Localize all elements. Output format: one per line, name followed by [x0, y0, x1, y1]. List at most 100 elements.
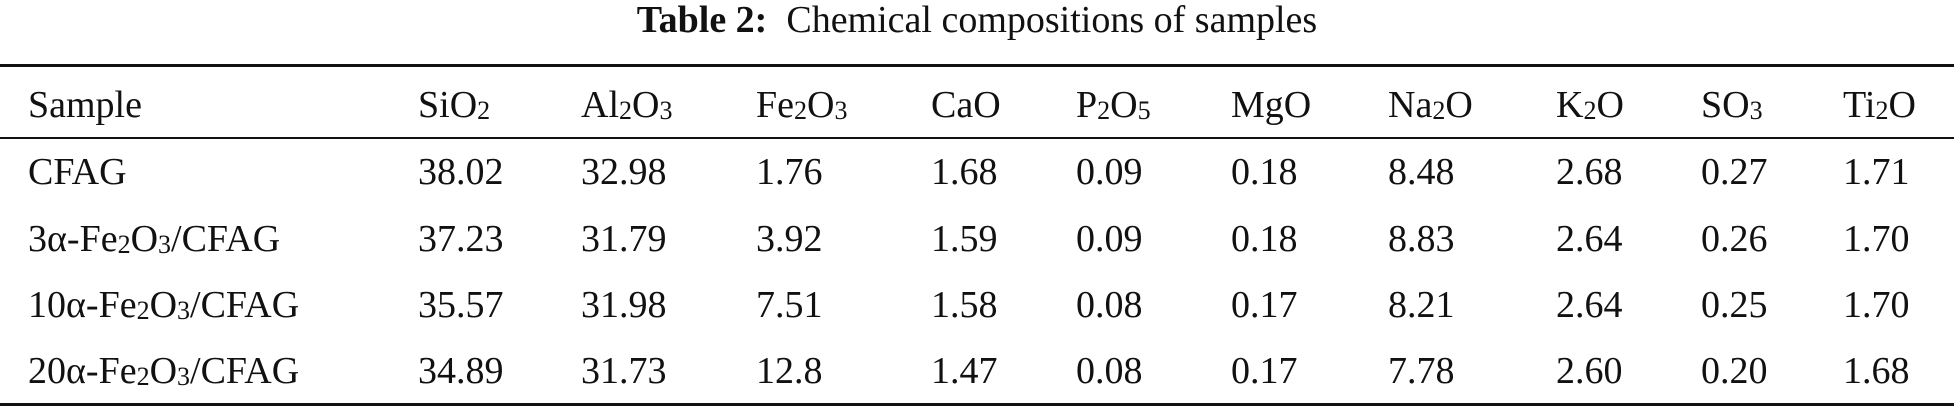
formula-subscript: 5 [1137, 96, 1151, 125]
table-cell: 0.18 [1231, 218, 1298, 260]
column-header: Ti2O [1843, 72, 1916, 138]
formula-subscript: 3 [1749, 96, 1763, 125]
table-cell: 1.47 [931, 350, 998, 392]
table-cell: 7.51 [756, 284, 823, 326]
table-caption-label: Table 2: [636, 0, 768, 41]
formula-text: SO [1701, 84, 1750, 126]
table-cell: 0.17 [1231, 284, 1298, 326]
table-cell: 8.48 [1388, 151, 1455, 193]
formula-text: K [1556, 84, 1584, 126]
table-cell: 1.68 [931, 151, 998, 193]
formula-text: Ti [1843, 84, 1876, 126]
formula-text: O [1110, 84, 1138, 126]
formula-text: /CFAG [171, 218, 281, 260]
column-header: Na2O [1388, 72, 1473, 138]
formula-text: 10α-Fe [28, 284, 137, 326]
formula-subscript: 2 [1432, 96, 1446, 125]
formula-subscript: 2 [136, 362, 150, 391]
table-bottom-rule [0, 403, 1954, 406]
table-cell: 0.09 [1076, 151, 1143, 193]
formula-subscript: 3 [177, 296, 191, 325]
formula-text: O [130, 218, 159, 260]
formula-subscript: 2 [619, 96, 632, 125]
formula-text: CFAG [28, 151, 127, 193]
table-cell: 8.21 [1388, 284, 1455, 326]
table-cell: 1.76 [756, 151, 823, 193]
column-header: P2O5 [1076, 72, 1151, 138]
column-header: SiO2 [418, 72, 490, 138]
formula-text: O [1888, 84, 1916, 126]
formula-text: O [632, 84, 660, 126]
table-cell: 31.98 [581, 284, 667, 326]
formula-text: Fe [756, 84, 794, 126]
formula-subscript: 2 [477, 96, 491, 125]
formula-subscript: 2 [794, 96, 807, 125]
table-cell: 2.64 [1556, 284, 1623, 326]
formula-text: O [1596, 84, 1624, 126]
table-cell: 0.08 [1076, 284, 1143, 326]
table-cell: 32.98 [581, 151, 667, 193]
table-cell: 2.60 [1556, 350, 1623, 392]
formula-text: Sample [28, 84, 142, 126]
column-header: Al2O3 [581, 72, 672, 138]
table-cell: 31.73 [581, 350, 667, 392]
column-header: K2O [1556, 72, 1624, 138]
table-header-row: Sample SiO2 Al2O3 Fe2O3 CaO P2O5 MgO Na2O K2O SO3… [0, 72, 1954, 138]
sample-name-cell: 3α-Fe2O3/CFAG [28, 206, 280, 272]
sample-name-cell: 10α-Fe2O3/CFAG [28, 272, 299, 338]
table-cell: 38.02 [418, 151, 504, 193]
formula-subscript: 2 [1583, 96, 1597, 125]
formula-subscript: 3 [834, 96, 848, 125]
table-top-rule [0, 64, 1954, 67]
formula-text: O [1445, 84, 1473, 126]
table-header-rule [0, 137, 1954, 139]
table-cell: 1.70 [1843, 218, 1910, 260]
table-cell: 1.68 [1843, 350, 1910, 392]
table-row: 3α-Fe2O3/CFAG 37.23 31.79 3.92 1.59 0.09 0.18 8… [0, 206, 1954, 272]
formula-text: Al [581, 84, 619, 126]
sample-name-cell: 20α-Fe2O3/CFAG [28, 338, 299, 404]
formula-text: Na [1388, 84, 1433, 126]
table-cell: 0.27 [1701, 151, 1768, 193]
table-cell: 37.23 [418, 218, 504, 260]
table-cell: 1.70 [1843, 284, 1910, 326]
formula-subscript: 2 [1875, 96, 1889, 125]
formula-text: MgO [1231, 84, 1312, 126]
table-cell: 2.68 [1556, 151, 1623, 193]
column-header: Sample [28, 72, 142, 138]
formula-text: SiO [418, 84, 478, 126]
formula-subscript: 2 [136, 296, 150, 325]
table-caption: Table 2: Chemical compositions of sample… [0, 0, 1954, 52]
formula-text: O [807, 84, 835, 126]
formula-text: 20α-Fe [28, 350, 137, 392]
column-header: CaO [931, 72, 1001, 138]
formula-subscript: 3 [158, 230, 172, 259]
table-cell: 0.18 [1231, 151, 1298, 193]
formula-text: P [1076, 84, 1098, 126]
formula-subscript: 2 [117, 230, 131, 259]
table-cell: 35.57 [418, 284, 504, 326]
column-header: Fe2O3 [756, 72, 847, 138]
table-cell: 0.09 [1076, 218, 1143, 260]
column-header: SO3 [1701, 72, 1763, 138]
formula-text: /CFAG [190, 350, 300, 392]
table-row: CFAG 38.02 32.98 1.76 1.68 0.09 0.18 8.48 2.68 0.… [0, 139, 1954, 205]
table-row: 20α-Fe2O3/CFAG 34.89 31.73 12.8 1.47 0.08 0.17… [0, 338, 1954, 404]
formula-text: 3α-Fe [28, 218, 118, 260]
table-cell: 2.64 [1556, 218, 1623, 260]
table-cell: 0.17 [1231, 350, 1298, 392]
formula-subscript: 3 [659, 96, 673, 125]
table-cell: 1.58 [931, 284, 998, 326]
formula-text: O [149, 350, 178, 392]
sample-name-cell: CFAG [28, 139, 127, 205]
table-cell: 34.89 [418, 350, 504, 392]
table-row: 10α-Fe2O3/CFAG 35.57 31.98 7.51 1.58 0.08 0.17… [0, 272, 1954, 338]
table-cell: 12.8 [756, 350, 823, 392]
formula-subscript: 3 [177, 362, 191, 391]
formula-text: O [149, 284, 178, 326]
formula-text: CaO [931, 84, 1001, 126]
table-cell: 7.78 [1388, 350, 1455, 392]
table-cell: 1.71 [1843, 151, 1910, 193]
table-cell: 3.92 [756, 218, 823, 260]
formula-text: /CFAG [190, 284, 300, 326]
